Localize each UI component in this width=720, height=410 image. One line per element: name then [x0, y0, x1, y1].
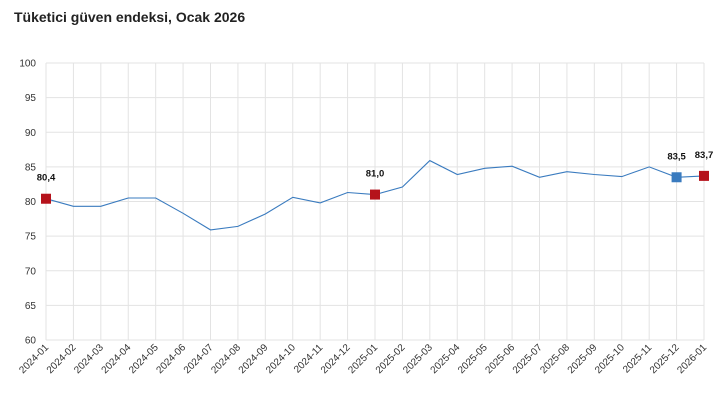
y-tick-label: 90 — [25, 128, 37, 139]
chart-title: Tüketici güven endeksi, Ocak 2026 — [14, 9, 246, 25]
data-label: 83,7 — [695, 150, 714, 161]
x-tick-label: 2024-10 — [264, 342, 298, 376]
grid — [45, 62, 705, 341]
data-label: 80,4 — [37, 173, 56, 184]
y-tick-label: 70 — [25, 266, 37, 277]
y-tick-label: 65 — [25, 301, 37, 312]
x-tick-label: 2025-10 — [593, 342, 627, 376]
highlight-markers — [41, 170, 709, 204]
x-axis-ticks: 2024-012024-022024-032024-042024-052024-… — [17, 342, 709, 376]
highlight-marker — [671, 172, 682, 183]
y-tick-label: 80 — [25, 197, 37, 208]
y-tick-label: 95 — [25, 93, 37, 104]
highlight-marker — [41, 193, 51, 204]
data-label: 83,5 — [667, 151, 686, 162]
highlight-marker — [370, 189, 380, 200]
y-tick-label: 100 — [19, 59, 36, 70]
y-tick-label: 75 — [25, 232, 37, 243]
x-tick-label: 2026-01 — [675, 342, 709, 376]
data-label: 81,0 — [366, 169, 385, 180]
data-labels: 80,4 81,0 83,5 83,7 — [37, 150, 714, 184]
y-tick-label: 85 — [25, 162, 37, 173]
y-axis-ticks: 60 65 70 75 80 85 90 95 100 — [19, 59, 36, 347]
highlight-marker — [699, 170, 709, 181]
y-tick-label: 60 — [25, 336, 37, 347]
